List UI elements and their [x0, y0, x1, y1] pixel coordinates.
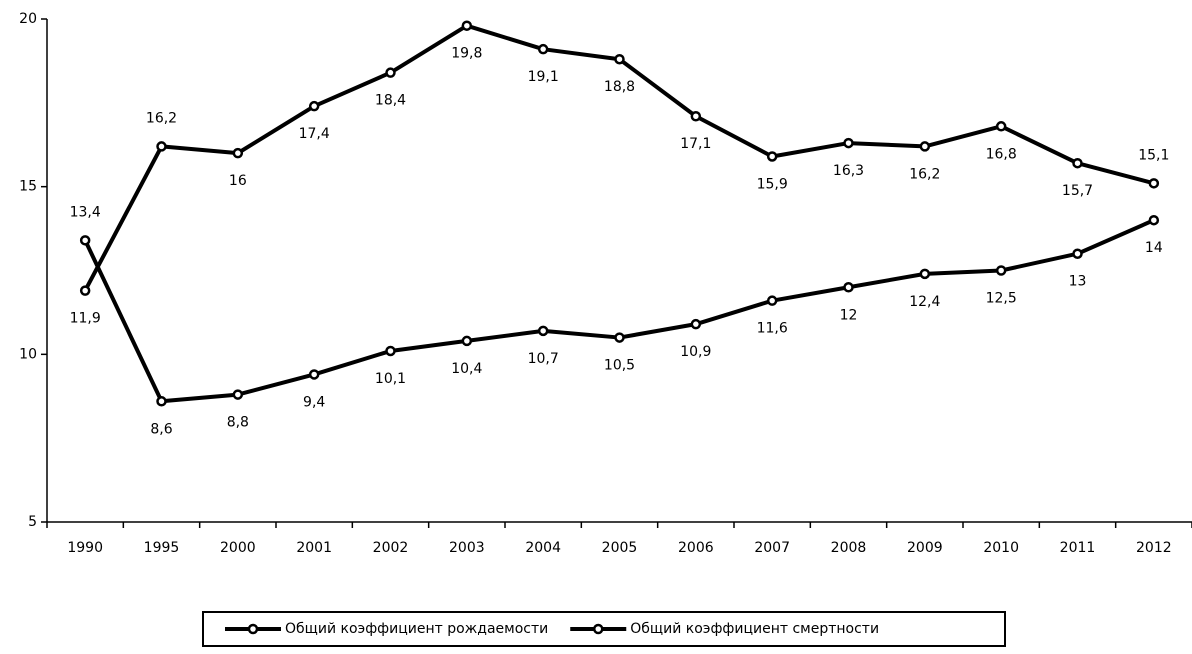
- series-line: [83, 218, 1155, 404]
- point-marker: [614, 53, 625, 65]
- x-tick-label: 1995: [144, 540, 180, 556]
- point-marker: [537, 325, 549, 337]
- y-tick-label: 5: [28, 514, 37, 530]
- x-tick-label: 2011: [1060, 540, 1096, 556]
- data-label: 9,4: [303, 394, 325, 410]
- point-marker: [232, 389, 244, 400]
- data-label: 12,4: [909, 294, 940, 310]
- x-tick-label: 2012: [1136, 540, 1172, 556]
- x-tick-label: 2000: [220, 540, 256, 556]
- data-label: 8,6: [150, 421, 172, 437]
- data-label: 10,9: [680, 344, 711, 360]
- point-marker: [1148, 178, 1160, 189]
- legend-marker: [593, 623, 604, 635]
- data-label: 10,1: [375, 371, 406, 387]
- point-marker: [614, 332, 625, 343]
- point-marker: [537, 43, 549, 55]
- point-marker: [308, 100, 320, 112]
- x-tick-label: 2010: [983, 540, 1019, 556]
- data-label: 19,8: [451, 46, 482, 62]
- data-label: 10,4: [451, 361, 482, 377]
- data-label: 15,7: [1062, 183, 1093, 199]
- y-tick-label: 20: [19, 11, 37, 27]
- point-marker: [690, 318, 702, 330]
- x-tick-label: 2003: [449, 540, 485, 556]
- point-marker: [308, 369, 320, 380]
- data-label: 19,1: [528, 69, 559, 85]
- x-tick-label: 2001: [296, 540, 332, 556]
- point-marker: [919, 268, 931, 280]
- data-label: 11,9: [70, 311, 101, 327]
- y-tick-label: 15: [19, 179, 37, 195]
- x-tick-label: 2008: [831, 540, 867, 556]
- data-label: 16: [229, 173, 247, 189]
- x-tick-label: 2006: [678, 540, 714, 556]
- data-label: 12,5: [986, 291, 1017, 307]
- x-tick-label: 2002: [373, 540, 409, 556]
- data-label: 15,9: [757, 176, 788, 192]
- data-label: 13: [1069, 274, 1087, 290]
- data-label: 12: [840, 307, 858, 323]
- data-label: 10,5: [604, 358, 635, 374]
- data-label: 17,4: [299, 126, 330, 142]
- legend-label: Общий коэффициент смертности: [630, 621, 879, 637]
- legend-marker: [247, 623, 259, 635]
- point-marker: [919, 141, 931, 152]
- data-label: 10,7: [528, 351, 559, 367]
- data-label: 13,4: [70, 204, 101, 220]
- x-tick-label: 2007: [754, 540, 790, 556]
- point-marker: [156, 396, 167, 407]
- point-marker: [1148, 214, 1160, 226]
- point-marker: [1072, 157, 1083, 169]
- point-marker: [385, 345, 396, 357]
- legend-label: Общий коэффициент рождаемости: [285, 621, 548, 637]
- point-marker: [461, 20, 473, 31]
- point-marker: [79, 285, 91, 296]
- x-tick-label: 2004: [525, 540, 561, 556]
- point-marker: [843, 137, 854, 149]
- data-label: 18,8: [604, 79, 635, 95]
- data-label: 11,6: [757, 321, 788, 337]
- x-tick-label: 2005: [602, 540, 638, 556]
- point-marker: [79, 235, 91, 246]
- data-label: 8,8: [227, 415, 249, 431]
- x-tick-label: 1990: [67, 540, 103, 556]
- point-marker: [995, 121, 1007, 132]
- data-label: 15,1: [1138, 147, 1169, 163]
- x-tick-label: 2009: [907, 540, 943, 556]
- data-label: 14: [1145, 240, 1163, 256]
- point-marker: [1072, 248, 1083, 259]
- point-marker: [385, 67, 396, 78]
- data-label: 17,1: [680, 136, 711, 152]
- point-marker: [690, 110, 702, 122]
- point-marker: [843, 282, 854, 293]
- y-tick-label: 10: [19, 346, 37, 362]
- data-label: 16,8: [986, 146, 1017, 162]
- data-label: 16,2: [146, 110, 177, 126]
- point-marker: [232, 147, 244, 159]
- point-marker: [461, 335, 473, 347]
- point-marker: [766, 151, 778, 162]
- data-label: 18,4: [375, 93, 406, 109]
- point-marker: [156, 141, 167, 152]
- point-marker: [766, 295, 778, 306]
- data-label: 16,3: [833, 163, 864, 179]
- point-marker: [995, 265, 1007, 276]
- data-label: 16,2: [909, 166, 940, 182]
